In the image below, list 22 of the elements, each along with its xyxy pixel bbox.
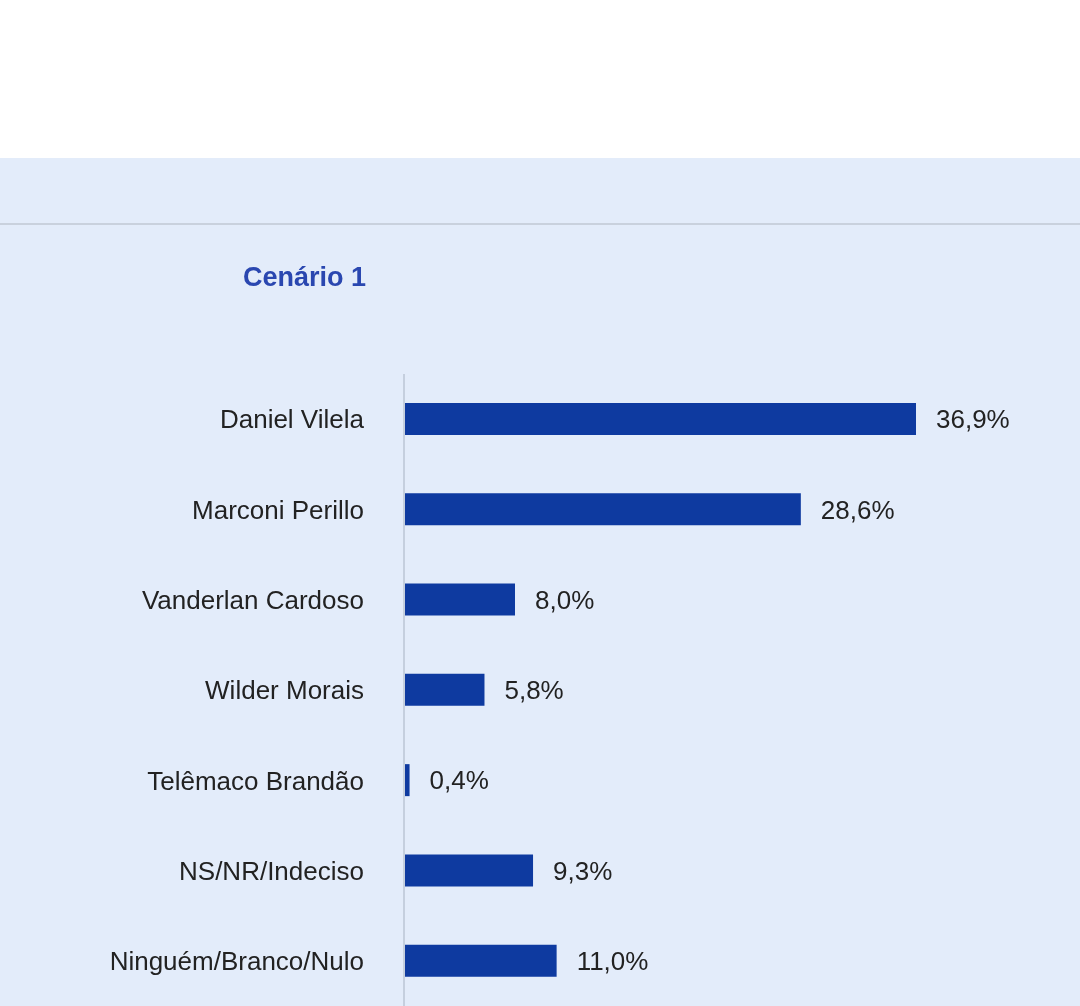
- data-label: 9,3%: [553, 855, 613, 886]
- data-label: 36,9%: [936, 404, 1010, 435]
- y-tick-label: Daniel Vilela: [219, 404, 365, 435]
- chart-title: Cenário 1: [241, 262, 366, 293]
- bar: [404, 854, 534, 887]
- bar: [404, 673, 485, 706]
- y-tick-label: Marconi Perillo: [192, 494, 364, 525]
- data-label: 8,0%: [535, 584, 595, 615]
- bar: [404, 583, 515, 616]
- bar: [404, 944, 557, 977]
- y-tick-label: Vanderlan Cardoso: [141, 584, 364, 615]
- y-tick-label: Telêmaco Brandão: [147, 765, 364, 796]
- data-label: 5,8%: [504, 675, 564, 706]
- y-tick-label: NS/NR/Indeciso: [179, 855, 364, 886]
- bar: [404, 403, 916, 435]
- data-label: 28,6%: [820, 494, 895, 525]
- y-tick-label: Ninguém/Branco/Nulo: [109, 946, 364, 977]
- data-label: 0,4%: [429, 765, 489, 796]
- data-label: 11,0%: [576, 945, 649, 976]
- bar: [404, 764, 410, 797]
- bar: [404, 493, 801, 526]
- y-tick-label: Wilder Morais: [205, 675, 364, 706]
